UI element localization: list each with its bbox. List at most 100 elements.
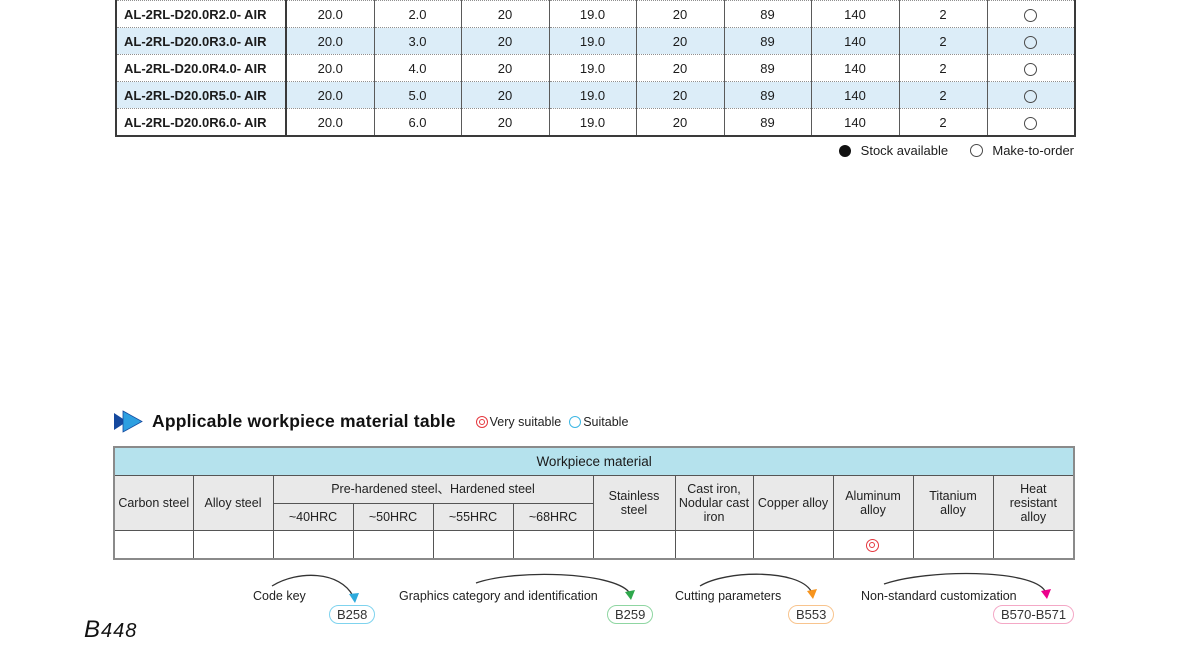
size-value: 2 — [898, 0, 987, 28]
suitability-cell — [752, 530, 834, 560]
suitability-cell — [432, 530, 514, 560]
workpiece-material-table-body: Workpiece material Carbon steel Alloy stee… — [113, 446, 1075, 560]
size-value: 20.0 — [285, 81, 374, 109]
size-value: 140 — [810, 108, 899, 137]
size-value: 89 — [723, 0, 811, 28]
page-number: B448 — [84, 616, 138, 643]
suitability-cell — [674, 530, 754, 560]
size-value: 19.0 — [548, 108, 636, 137]
size-value: 140 — [810, 81, 899, 109]
size-value: 140 — [810, 54, 899, 82]
section-title: Applicable workpiece material table — [152, 411, 456, 431]
stock-available-icon — [839, 145, 852, 157]
ref-label-cutting-parameters: Cutting parameters — [675, 589, 782, 603]
ref-page-b553[interactable]: B553 — [788, 605, 835, 624]
size-value: 2.0 — [373, 0, 461, 28]
availability-cell — [986, 108, 1076, 137]
size-value: 20.0 — [285, 108, 374, 137]
make-to-order-icon — [1024, 89, 1038, 103]
size-value: 89 — [723, 108, 811, 137]
suitability-cell — [512, 530, 594, 560]
material-column-header: Cast iron, Nodular cast iron — [674, 475, 754, 531]
size-value: 2 — [898, 27, 987, 55]
size-value: 89 — [723, 54, 811, 82]
size-value: 20 — [460, 108, 549, 137]
very-suitable-icon — [475, 415, 488, 428]
size-value: 20 — [635, 54, 724, 82]
size-table: AL-2RL-D20.0R2.0- AIR 20.0 2.0 20 19.0 20 89 14… — [115, 0, 1076, 137]
ref-page-b259[interactable]: B259 — [607, 605, 654, 624]
size-value: 140 — [810, 27, 899, 55]
size-table-row: AL-2RL-D20.0R4.0- AIR 20.0 4.0 20 19.0 20 89 14… — [115, 54, 1076, 82]
size-value: 20 — [635, 27, 724, 55]
workpiece-material-table: Workpiece material Carbon steel Alloy stee… — [113, 446, 1076, 560]
size-value: 19.0 — [548, 54, 636, 82]
availability-cell — [986, 27, 1076, 55]
legend-very-suitable: Very suitable — [475, 414, 562, 429]
product-code: AL-2RL-D20.0R2.0- AIR — [115, 0, 286, 28]
size-value: 20 — [635, 108, 724, 137]
size-value: 20 — [460, 54, 549, 82]
suitability-row — [113, 530, 1075, 560]
size-table-row: AL-2RL-D20.0R2.0- AIR 20.0 2.0 20 19.0 20 89 14… — [115, 0, 1076, 28]
suitability-cell — [192, 530, 274, 560]
make-to-order-icon — [1024, 35, 1038, 49]
make-to-order-icon — [1024, 116, 1038, 130]
hardness-column-header: ~40HRC — [272, 502, 354, 531]
size-value: 2 — [898, 54, 987, 82]
size-value: 20.0 — [285, 27, 374, 55]
size-value: 20 — [460, 81, 549, 109]
size-value: 140 — [810, 0, 899, 28]
suitability-cell — [272, 530, 354, 560]
size-value: 89 — [723, 27, 811, 55]
ref-label-code-key: Code key — [253, 589, 306, 603]
size-value: 5.0 — [373, 81, 461, 109]
availability-cell — [986, 81, 1076, 109]
size-value: 3.0 — [373, 27, 461, 55]
make-to-order-icon — [1024, 8, 1038, 22]
size-table-row: AL-2RL-D20.0R6.0- AIR 20.0 6.0 20 19.0 20 89 14… — [115, 108, 1076, 137]
size-value: 20 — [635, 81, 724, 109]
size-table-body: AL-2RL-D20.0R2.0- AIR 20.0 2.0 20 19.0 20 89 14… — [115, 0, 1076, 137]
size-value: 2 — [898, 108, 987, 137]
material-section-heading: Applicable workpiece material table Very… — [114, 410, 628, 433]
material-column-header: Carbon steel — [113, 475, 194, 531]
very-suitable-icon — [865, 538, 879, 552]
very-suitable-label: Very suitable — [489, 414, 562, 429]
suitability-cell — [912, 530, 994, 560]
ref-page-b258[interactable]: B258 — [329, 605, 376, 624]
size-value: 4.0 — [373, 54, 461, 82]
product-code: AL-2RL-D20.0R3.0- AIR — [115, 27, 286, 55]
size-value: 19.0 — [548, 27, 636, 55]
size-value: 19.0 — [548, 81, 636, 109]
hardness-column-header: ~55HRC — [432, 502, 514, 531]
hardness-column-header: ~68HRC — [512, 502, 594, 531]
suitability-legend: Very suitable Suitable — [468, 414, 628, 429]
size-value: 20 — [635, 0, 724, 28]
size-table-row: AL-2RL-D20.0R3.0- AIR 20.0 3.0 20 19.0 20 89 14… — [115, 27, 1076, 55]
material-group-header: Pre-hardened steel、Hardened steel — [272, 475, 594, 504]
suitable-icon — [569, 415, 582, 428]
availability-cell — [986, 0, 1076, 28]
size-value: 20.0 — [285, 0, 374, 28]
suitability-cell — [832, 530, 914, 560]
availability-cell — [986, 54, 1076, 82]
suitability-cell — [992, 530, 1075, 560]
double-chevron-icon — [114, 410, 143, 433]
size-value: 19.0 — [548, 0, 636, 28]
legend-stock-available: Stock available — [839, 143, 952, 158]
ref-page-b570-b571[interactable]: B570-B571 — [993, 605, 1075, 624]
size-value: 20 — [460, 27, 549, 55]
material-column-header: Heat resistant alloy — [992, 475, 1075, 531]
suitability-cell — [352, 530, 434, 560]
material-column-header: Stainless steel — [592, 475, 676, 531]
product-code: AL-2RL-D20.0R6.0- AIR — [115, 108, 286, 137]
product-code: AL-2RL-D20.0R5.0- AIR — [115, 81, 286, 109]
size-value: 20.0 — [285, 54, 374, 82]
availability-legend: Stock available Make-to-order — [115, 143, 1074, 158]
material-column-header: Titanium alloy — [912, 475, 994, 531]
size-value: 2 — [898, 81, 987, 109]
suitability-cell — [113, 530, 194, 560]
suitability-cell — [592, 530, 676, 560]
